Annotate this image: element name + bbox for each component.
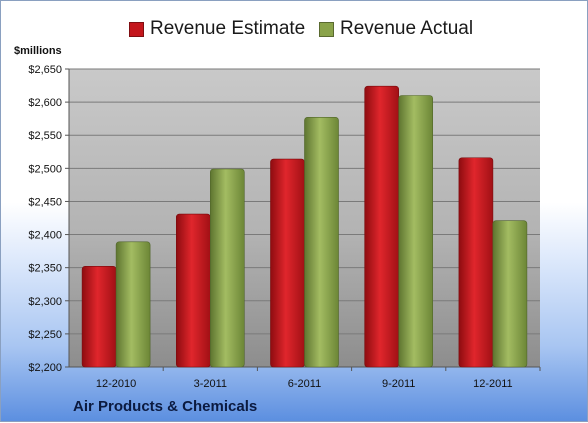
bar-estimate [81,266,117,368]
legend-item-actual: Revenue Actual [319,17,473,41]
y-tick-label: $2,450 [28,196,62,208]
bar-estimate [364,85,400,368]
legend-swatch-actual [319,21,334,37]
y-tick-label: $2,350 [28,263,62,275]
bar-actual [115,241,151,368]
legend-label-estimate: Revenue Estimate [150,18,306,39]
y-tick-label: $2,200 [28,362,62,374]
x-tick-label: 12-2010 [96,378,136,390]
y-tick-label: $2,300 [28,296,62,308]
y-tick-label: $2,500 [28,163,62,175]
legend-label-actual: Revenue Actual [340,18,474,39]
y-tick-label: $2,250 [28,329,62,341]
legend: Revenue Estimate Revenue Actual [1,17,587,43]
bar-actual [492,220,528,368]
y-tick-label: $2,550 [28,130,62,142]
y-tick-label: $2,650 [28,64,62,76]
bar-actual [210,168,245,368]
bar-estimate [270,158,305,368]
bar-estimate [458,157,494,368]
x-tick-label: 6-2011 [288,378,321,390]
y-unit-label: $millions [14,45,62,57]
x-tick-label: 9-2011 [382,378,415,390]
company-name: Air Products & Chemicals [73,398,258,415]
bar-actual [304,117,339,368]
bar-estimate [176,213,211,368]
x-tick-label: 12-2011 [473,378,513,390]
y-tick-label: $2,600 [28,97,62,109]
bar-actual [398,95,434,368]
x-tick-label: 3-2011 [194,378,227,390]
legend-item-estimate: Revenue Estimate [129,17,305,41]
legend-swatch-estimate [129,21,144,37]
y-tick-label: $2,400 [28,230,62,242]
